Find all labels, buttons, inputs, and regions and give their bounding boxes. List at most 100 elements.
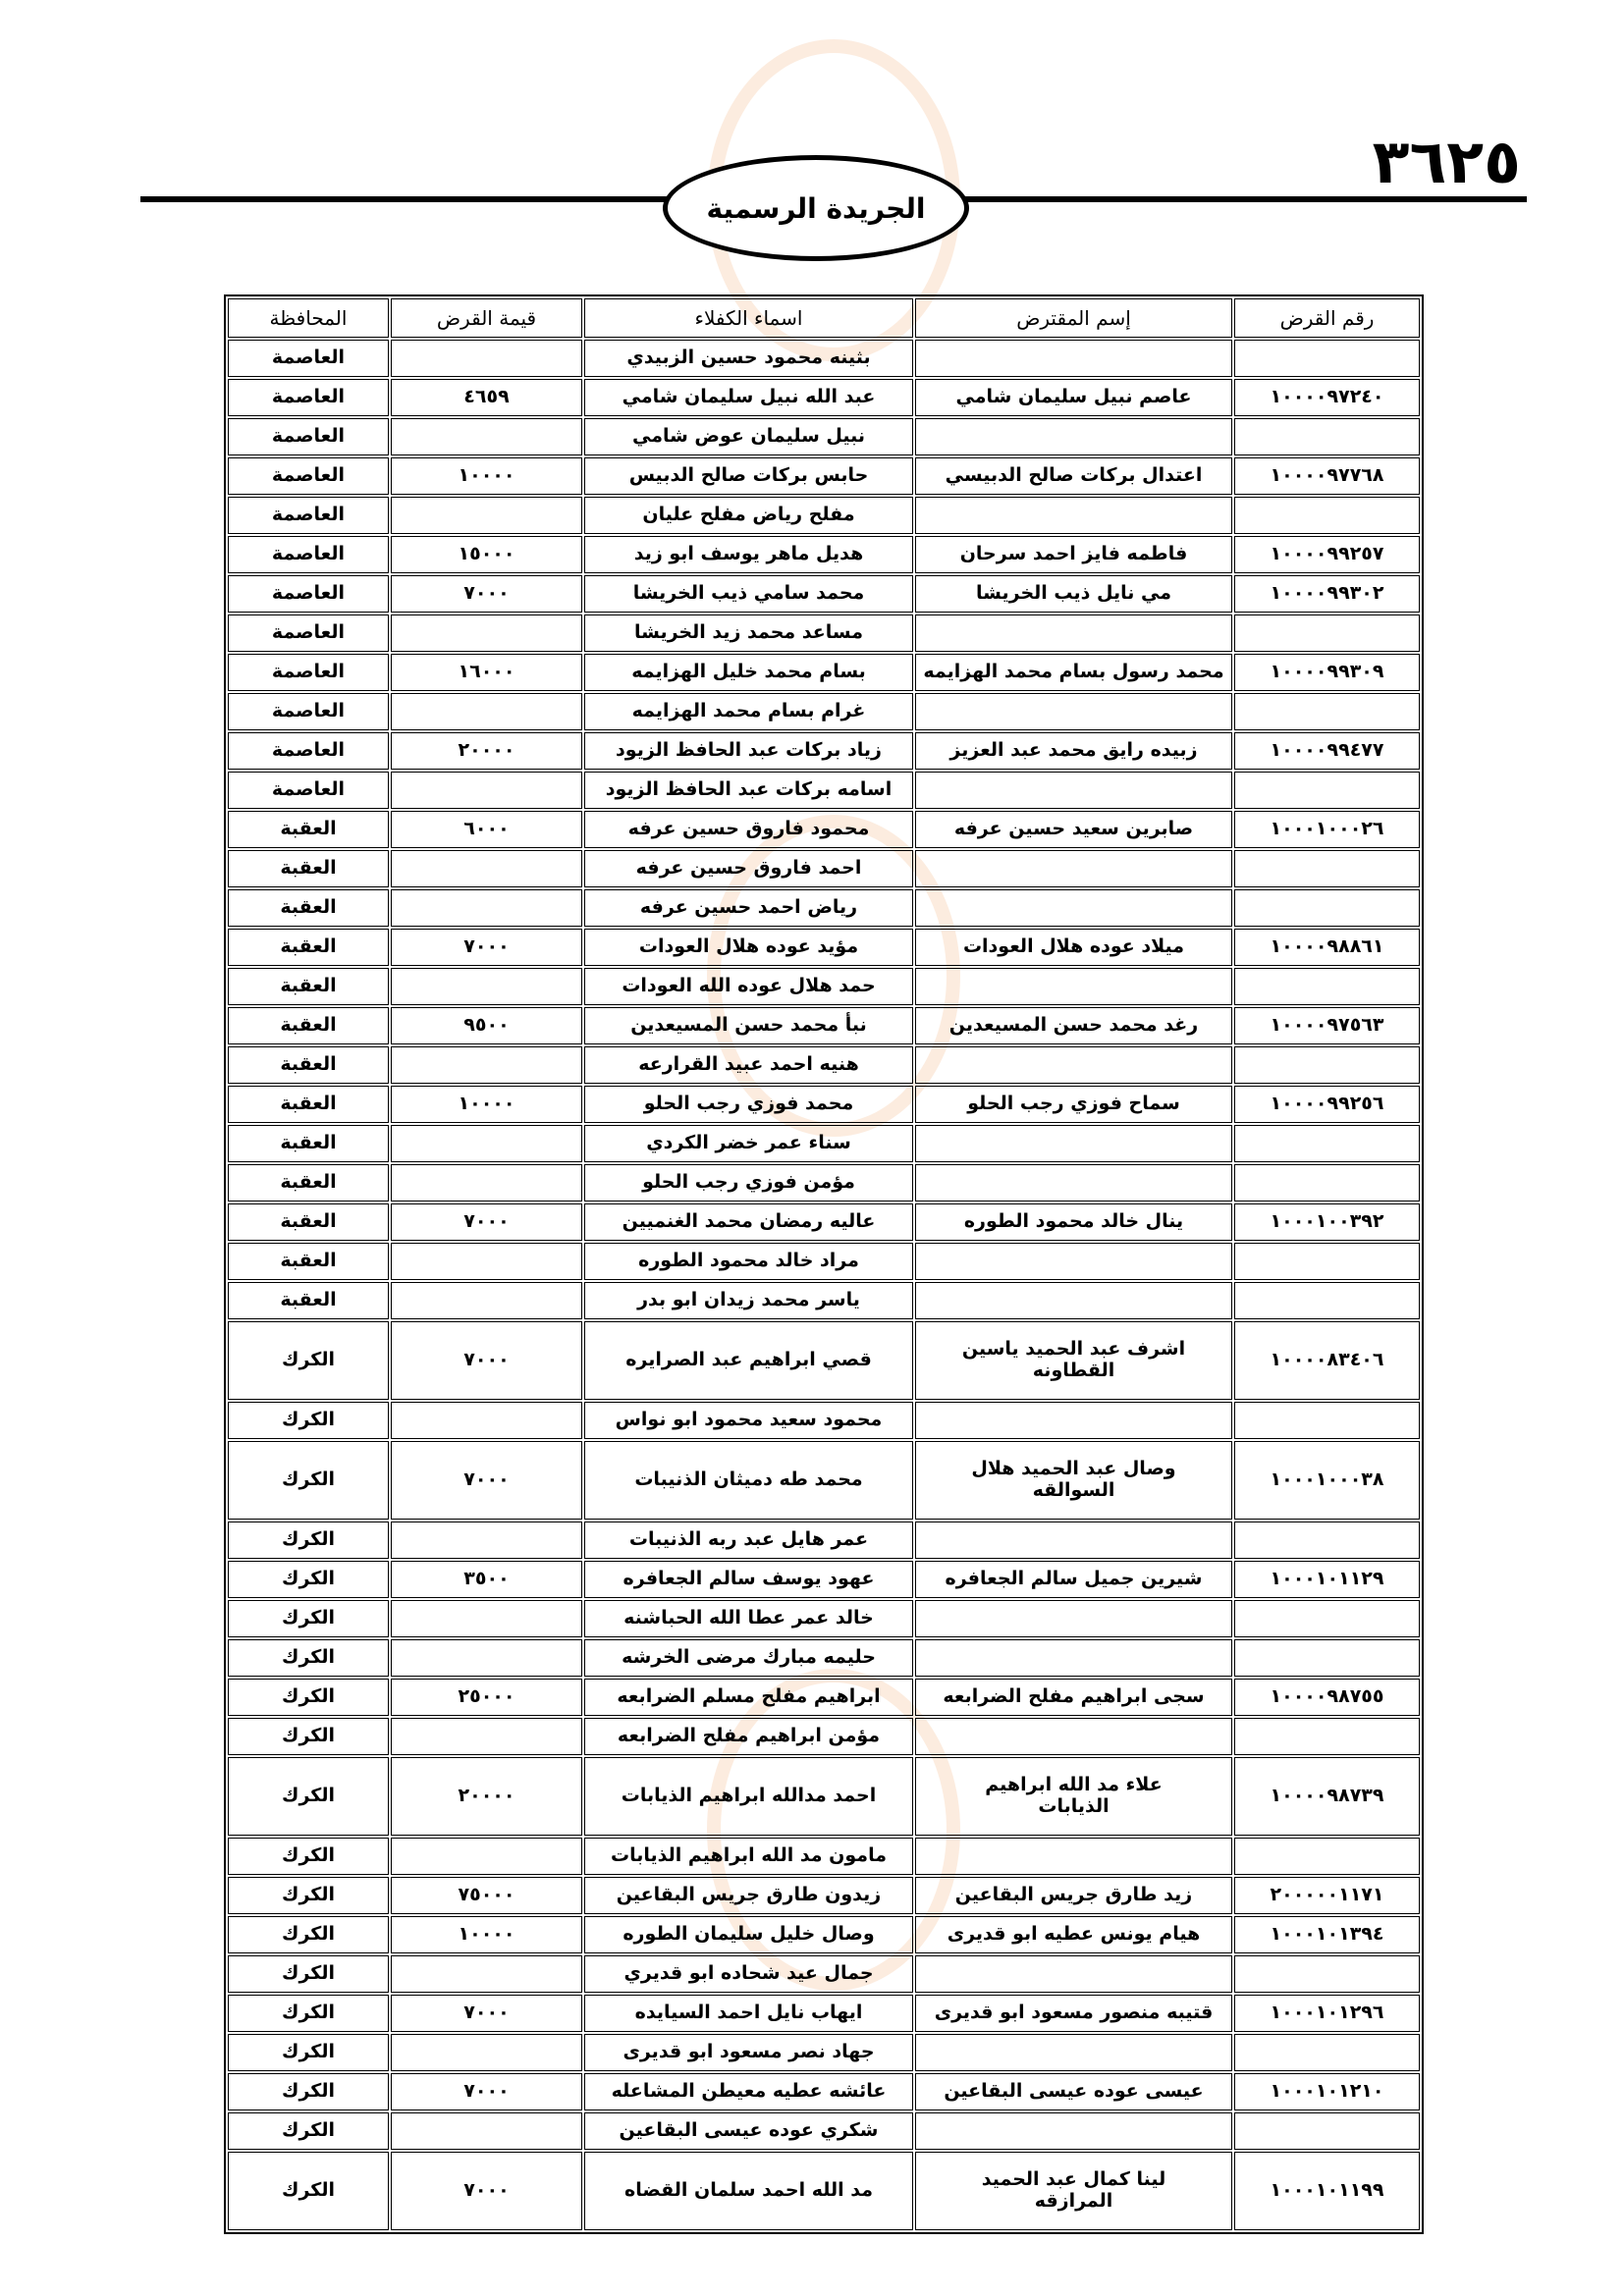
borrower-cell [915, 340, 1232, 377]
guarantor-cell: بثينه محمود حسين الزبيدي [584, 340, 913, 377]
borrower-cell [915, 614, 1232, 652]
governorate-cell: الكرك [228, 2073, 389, 2110]
table-row: ١٠٠٠٠٩٩٢٥٦ سماح فوزي رجب الحلو محمد فوزي ر… [228, 1086, 1420, 1123]
borrower-cell: وصال عبد الحميد هلال السوالقه [915, 1441, 1232, 1520]
borrower-cell [915, 850, 1232, 887]
loan-number-cell: ١٠٠٠١٠١١٩٩ [1234, 2152, 1420, 2230]
borrower-cell: فاطمه فايز احمد سرحان [915, 536, 1232, 573]
amount-cell: ٧٠٠٠ [391, 1995, 582, 2032]
loan-number-cell [1234, 418, 1420, 455]
guarantor-cell: حمد هلال عوده الله العودات [584, 968, 913, 1005]
governorate-cell: الكرك [228, 1995, 389, 2032]
governorate-cell: الكرك [228, 1955, 389, 1993]
amount-cell: ٧٠٠٠ [391, 1441, 582, 1520]
amount-cell [391, 340, 582, 377]
guarantor-cell: مراد خالد محمود الطوره [584, 1243, 913, 1280]
table-row: محمود سعيد محمود ابو نواس الكرك [228, 1402, 1420, 1439]
loan-number-cell: ١٠٠٠٠٩٩٢٥٧ [1234, 536, 1420, 573]
column-header-amount: قيمة القرض [391, 298, 582, 338]
guarantor-cell: عبد الله نبيل سليمان شامي [584, 379, 913, 416]
amount-cell: ١٥٠٠٠ [391, 536, 582, 573]
table-row: مؤمن ابراهيم مفلح الضرابعه الكرك [228, 1718, 1420, 1755]
borrower-cell: علاء مد الله ابراهيم الذيابات [915, 1757, 1232, 1836]
guarantor-cell: زياد بركات عبد الحافظ الزيود [584, 732, 913, 770]
guarantor-cell: مامون مد الله ابراهيم الذيابات [584, 1838, 913, 1875]
guarantor-cell: محمد سامي ذيب الخريشا [584, 575, 913, 613]
table-row: هنيه احمد عبيد القرارعه العقبة [228, 1046, 1420, 1084]
table-row: مراد خالد محمود الطوره العقبة [228, 1243, 1420, 1280]
loan-number-cell [1234, 614, 1420, 652]
governorate-cell: الكرك [228, 1441, 389, 1520]
borrower-cell: رغد محمد حسن المسيعدين [915, 1007, 1232, 1044]
amount-cell [391, 1600, 582, 1637]
loans-table: رقم القرض إسم المقترض اسماء الكفلاء قيمة… [224, 294, 1424, 2234]
table-row: ١٠٠٠٠٨٣٤٠٦ اشرف عبد الحميد ياسين القطاونه… [228, 1321, 1420, 1400]
amount-cell: ١٠٠٠٠ [391, 457, 582, 495]
borrower-cell [915, 1955, 1232, 1993]
table-row: حليمه مبارك مرضى الخرشه الكرك [228, 1639, 1420, 1677]
borrower-cell: قتيبه منصور مسعود ابو قديرى [915, 1995, 1232, 2032]
table-row: غرام بسام محمد الهزايمه العاصمة [228, 693, 1420, 730]
guarantor-cell: سناء عمر خضر الكردي [584, 1125, 913, 1162]
amount-cell [391, 1046, 582, 1084]
guarantor-cell: جهاد نصر مسعود ابو قديرى [584, 2034, 913, 2071]
table-row: ١٠٠٠٠٩٩٣٠٢ مي نايل ذيب الخريشا محمد سامي ذ… [228, 575, 1420, 613]
amount-cell [391, 418, 582, 455]
borrower-cell: ميلاد عوده هلال العودات [915, 929, 1232, 966]
loan-number-cell: ١٠٠٠٠٩٧٧٦٨ [1234, 457, 1420, 495]
loan-number-cell: ١٠٠٠١٠٠٠٢٦ [1234, 811, 1420, 848]
table-row: ١٠٠٠٠٩٧٢٤٠ عاصم نبيل سليمان شامي عبد الله … [228, 379, 1420, 416]
loan-number-cell [1234, 772, 1420, 809]
guarantor-cell: حابس بركات صالح الدبيس [584, 457, 913, 495]
governorate-cell: الكرك [228, 1321, 389, 1400]
loan-number-cell [1234, 1955, 1420, 1993]
amount-cell [391, 1125, 582, 1162]
amount-cell [391, 1718, 582, 1755]
borrower-cell: زيد طارق جريس البقاعين [915, 1877, 1232, 1914]
governorate-cell: الكرك [228, 1402, 389, 1439]
table-row: مامون مد الله ابراهيم الذيابات الكرك [228, 1838, 1420, 1875]
table-row: ١٠٠٠٠٩٧٧٦٨ اعتدال بركات صالح الدبيسي حابس … [228, 457, 1420, 495]
amount-cell: ٢٥٠٠٠ [391, 1679, 582, 1716]
amount-cell [391, 772, 582, 809]
loan-number-cell: ١٠٠٠٠٩٩٣٠٩ [1234, 654, 1420, 691]
borrower-cell: زبيده رايق محمد عبد العزيز [915, 732, 1232, 770]
amount-cell: ٤٦٥٩ [391, 379, 582, 416]
amount-cell [391, 1955, 582, 1993]
borrower-cell [915, 693, 1232, 730]
publication-title-oval: الجريدة الرسمية [663, 155, 969, 261]
borrower-cell [915, 2034, 1232, 2071]
guarantor-cell: هديل ماهر يوسف ابو زيد [584, 536, 913, 573]
table-row: ١٠٠٠١٠١١٢٩ شيرين جميل سالم الجعافره عهود ي… [228, 1561, 1420, 1598]
table-row: ١٠٠٠١٠٠٠٢٦ صابرين سعيد حسين عرفه محمود فار… [228, 811, 1420, 848]
amount-cell [391, 1639, 582, 1677]
amount-cell: ٧٥٠٠٠ [391, 1877, 582, 1914]
borrower-cell [915, 889, 1232, 927]
governorate-cell: العقبة [228, 850, 389, 887]
guarantor-cell: ايهاب نايل احمد السيايده [584, 1995, 913, 2032]
table-row: ١٠٠٠١٠٠٠٣٨ وصال عبد الحميد هلال السوالقه م… [228, 1441, 1420, 1520]
borrower-cell [915, 1600, 1232, 1637]
borrower-cell [915, 1639, 1232, 1677]
governorate-cell: العقبة [228, 1243, 389, 1280]
loan-number-cell: ٢٠٠٠٠٠١١٧١ [1234, 1877, 1420, 1914]
borrower-cell [915, 968, 1232, 1005]
governorate-cell: العاصمة [228, 379, 389, 416]
loan-number-cell: ١٠٠٠٠٨٣٤٠٦ [1234, 1321, 1420, 1400]
amount-cell: ٣٥٠٠ [391, 1561, 582, 1598]
guarantor-cell: خالد عمر عطا الله الحباشنه [584, 1600, 913, 1637]
loan-number-cell [1234, 1282, 1420, 1319]
guarantor-cell: محمد طه دميثان الذنيبات [584, 1441, 913, 1520]
loan-number-cell: ١٠٠٠٠٩٧٥٦٣ [1234, 1007, 1420, 1044]
publication-title: الجريدة الرسمية [706, 191, 926, 225]
table-row: ١٠٠٠٠٩٧٥٦٣ رغد محمد حسن المسيعدين نبأ محمد… [228, 1007, 1420, 1044]
governorate-cell: العقبة [228, 1203, 389, 1241]
loan-number-cell: ١٠٠٠٠٩٩٣٠٢ [1234, 575, 1420, 613]
table-row: ١٠٠٠١٠١٢١٠ عيسى عوده عيسى البقاعين عائشه ع… [228, 2073, 1420, 2110]
governorate-cell: العقبة [228, 1125, 389, 1162]
loan-number-cell [1234, 850, 1420, 887]
table-row: ٢٠٠٠٠٠١١٧١ زيد طارق جريس البقاعين زيدون طا… [228, 1877, 1420, 1914]
governorate-cell: العاصمة [228, 536, 389, 573]
amount-cell: ٧٠٠٠ [391, 2152, 582, 2230]
loan-number-cell: ١٠٠٠١٠٠٣٩٢ [1234, 1203, 1420, 1241]
